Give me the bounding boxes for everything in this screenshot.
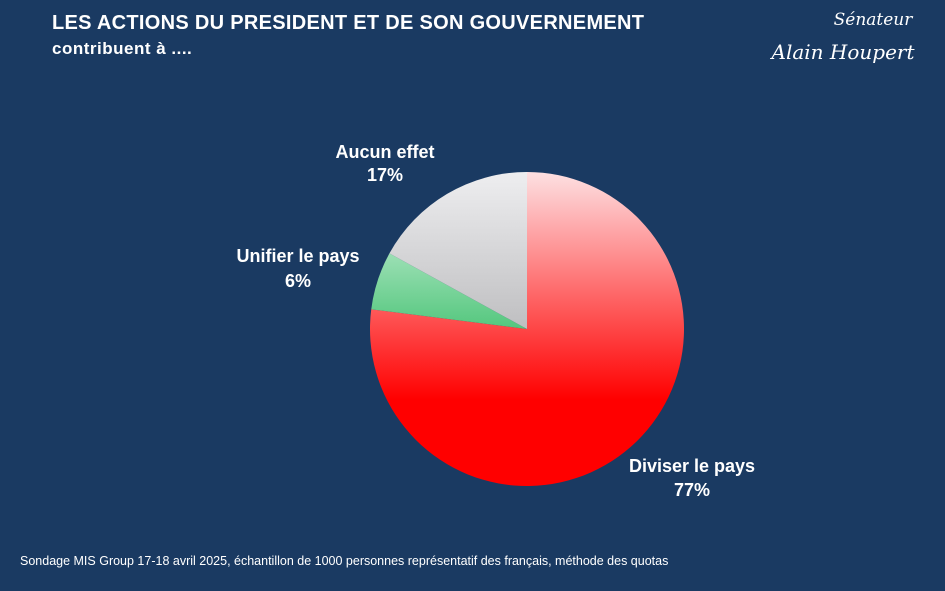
signature-name: Alain Houpert	[771, 40, 915, 64]
pie-slices	[369, 172, 684, 486]
slice-value-unifier: 6%	[285, 271, 311, 291]
chart-subtitle: contribuent à ....	[52, 39, 193, 58]
pie-slice-aucun-effet	[389, 172, 527, 329]
slice-label-diviser: Diviser le pays	[629, 456, 755, 476]
slice-label-unifier: Unifier le pays	[236, 246, 359, 266]
pie-slice-diviser-le-pays	[369, 172, 684, 486]
slice-value-diviser: 77%	[674, 480, 710, 500]
slice-value-aucun-effet: 17%	[367, 165, 403, 185]
signature-title: Sénateur	[833, 10, 913, 30]
chart-title: LES ACTIONS DU PRESIDENT ET DE SON GOUVE…	[52, 12, 645, 34]
author-signature: Sénateur Alain Houpert	[763, 10, 923, 64]
slice-label-aucun-effet: Aucun effet	[336, 142, 435, 162]
pie-slice-unifier-le-pays	[371, 253, 527, 329]
source-note: Sondage MIS Group 17-18 avril 2025, écha…	[20, 554, 669, 568]
